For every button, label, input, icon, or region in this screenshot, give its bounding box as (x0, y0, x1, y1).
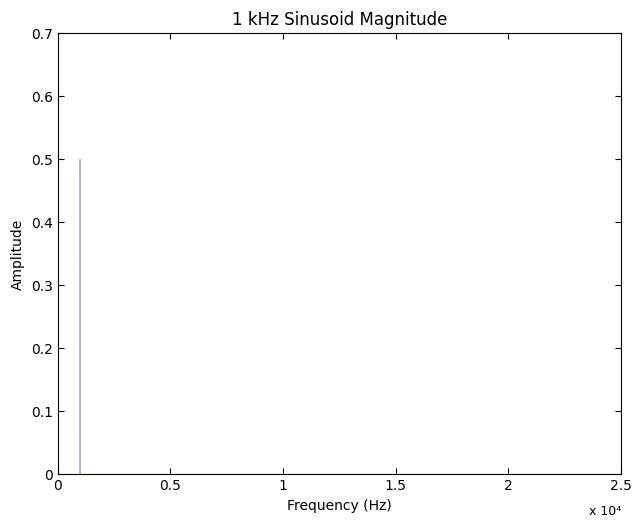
Text: x 10⁴: x 10⁴ (589, 505, 621, 519)
Title: 1 kHz Sinusoid Magnitude: 1 kHz Sinusoid Magnitude (231, 11, 447, 29)
X-axis label: Frequency (Hz): Frequency (Hz) (287, 499, 392, 513)
Y-axis label: Amplitude: Amplitude (11, 218, 25, 290)
